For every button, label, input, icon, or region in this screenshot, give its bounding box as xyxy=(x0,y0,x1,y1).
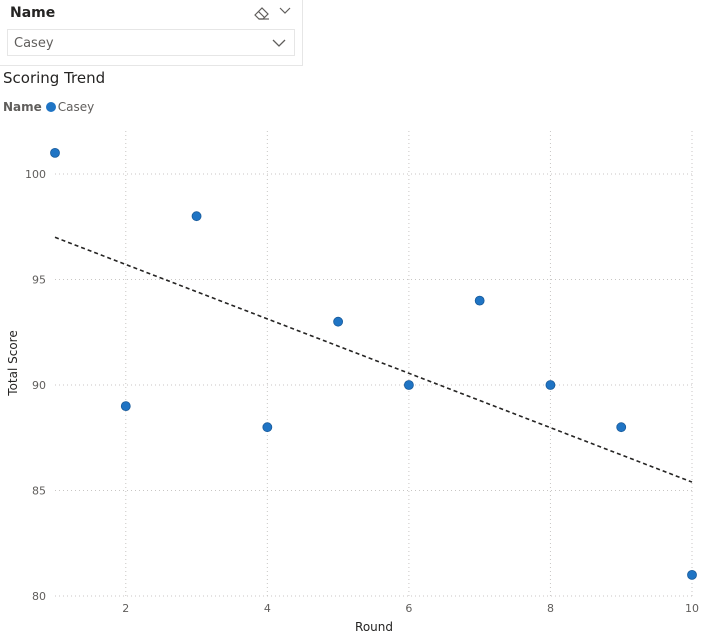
data-point xyxy=(474,295,485,306)
data-point xyxy=(333,316,344,327)
y-tick-label: 95 xyxy=(32,274,46,287)
name-dropdown[interactable]: Casey xyxy=(7,29,295,56)
data-point xyxy=(545,380,556,390)
slicer-header: Name xyxy=(10,5,56,21)
x-tick-label: 8 xyxy=(547,602,554,615)
data-point xyxy=(120,401,131,412)
name-slicer: Name Casey xyxy=(0,0,303,66)
legend-item-label[interactable]: Casey xyxy=(57,100,95,114)
trend-line xyxy=(54,236,693,483)
data-point xyxy=(687,570,697,580)
data-point xyxy=(191,211,202,222)
data-point xyxy=(262,422,273,433)
x-tick-label: 10 xyxy=(685,602,699,615)
x-tick-label: 6 xyxy=(405,602,412,615)
chart-title: Scoring Trend xyxy=(3,69,106,87)
legend-marker xyxy=(45,102,56,112)
data-point xyxy=(616,422,627,433)
data-point xyxy=(50,147,60,158)
legend-title: Name xyxy=(3,100,42,114)
chevron-down-icon xyxy=(272,39,286,47)
y-tick-label: 100 xyxy=(25,168,46,181)
eraser-icon[interactable] xyxy=(253,5,271,21)
chevron-down-icon[interactable] xyxy=(279,5,291,17)
y-tick-label: 90 xyxy=(32,379,46,392)
dropdown-selected-value: Casey xyxy=(14,36,54,51)
y-tick-label: 80 xyxy=(32,590,46,603)
x-tick-label: 2 xyxy=(122,602,129,615)
chart-legend: Name Casey xyxy=(3,100,94,114)
x-tick-label: 4 xyxy=(264,602,271,615)
data-point xyxy=(403,380,414,390)
y-tick-label: 85 xyxy=(32,485,46,498)
